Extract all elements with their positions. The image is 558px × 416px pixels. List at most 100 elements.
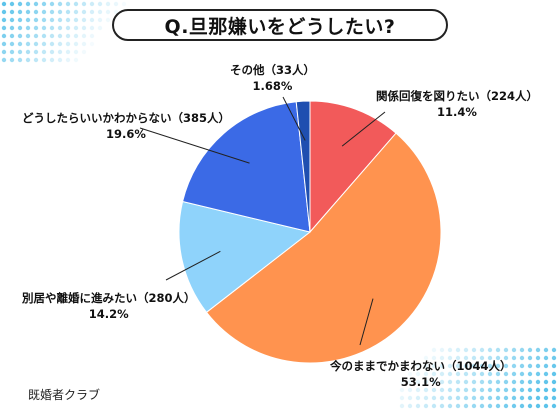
slice-label-percent: 1.68% <box>252 79 293 93</box>
decorative-dot <box>407 371 413 377</box>
decorative-dot <box>97 25 103 31</box>
decorative-dot <box>535 403 541 409</box>
decorative-dot <box>25 25 31 31</box>
decorative-dot <box>73 41 79 47</box>
decorative-dot <box>479 403 485 409</box>
pie-slice <box>309 100 397 234</box>
decorative-dot <box>551 355 557 361</box>
decorative-dot <box>527 387 533 393</box>
decorative-dot <box>527 379 533 385</box>
decorative-dot <box>1 25 7 31</box>
decorative-dot <box>17 1 23 7</box>
decorative-dot <box>17 41 23 47</box>
decorative-dot <box>73 49 79 55</box>
decorative-dot <box>399 387 405 393</box>
decorative-dot <box>97 9 103 15</box>
decorative-dot <box>33 49 39 55</box>
decorative-dot <box>41 25 47 31</box>
decorative-dot <box>81 49 87 55</box>
decorative-dot <box>519 371 525 377</box>
decorative-dot <box>447 363 453 369</box>
slice-label-separation-divorce: 別居や離婚に進みたい（280人） 14.2% <box>22 290 196 322</box>
decorative-dot <box>431 347 437 353</box>
slice-label-no-change: 今のままでかまわない（1044人） 53.1% <box>330 358 512 390</box>
decorative-dot <box>463 403 469 409</box>
decorative-dot <box>17 17 23 23</box>
decorative-dot <box>1 1 7 7</box>
decorative-dot <box>415 363 421 369</box>
decorative-dot <box>519 387 525 393</box>
decorative-dot <box>503 403 509 409</box>
decorative-dot <box>25 17 31 23</box>
decorative-dot <box>519 379 525 385</box>
decorative-dot <box>455 387 461 393</box>
decorative-dot <box>423 387 429 393</box>
decorative-dot <box>447 387 453 393</box>
slice-label-dont-know: どうしたらいいかわからない（385人） 19.6% <box>22 110 230 142</box>
decorative-dot <box>415 379 421 385</box>
decorative-dot <box>81 41 87 47</box>
decorative-dot <box>479 363 485 369</box>
decorative-dot <box>57 9 63 15</box>
decorative-dot <box>17 49 23 55</box>
decorative-dot <box>543 347 549 353</box>
decorative-dot <box>463 347 469 353</box>
decorative-dot <box>503 371 509 377</box>
decorative-dot <box>439 387 445 393</box>
decorative-dot <box>511 379 517 385</box>
brand-name: 既婚者クラブ <box>28 388 101 402</box>
decorative-dot <box>487 379 493 385</box>
decorative-dot <box>487 347 493 353</box>
decorative-dot <box>495 371 501 377</box>
decorative-dot <box>49 9 55 15</box>
decorative-dot <box>543 379 549 385</box>
decorative-dot <box>415 403 421 409</box>
pie-slice <box>178 200 312 314</box>
decorative-dot <box>487 363 493 369</box>
decorative-dot <box>447 347 453 353</box>
decorative-dot <box>503 363 509 369</box>
slice-label-name: 今のままでかまわない（1044人） <box>330 359 512 373</box>
decorative-dot <box>41 9 47 15</box>
decorative-dot <box>543 371 549 377</box>
decorative-dot <box>447 403 453 409</box>
decorative-dot <box>519 355 525 361</box>
decorative-dot <box>487 395 493 401</box>
decorative-dot <box>535 347 541 353</box>
decorative-dot <box>73 57 79 63</box>
decorative-dot <box>487 355 493 361</box>
decorative-dot <box>17 57 23 63</box>
decorative-dot <box>455 395 461 401</box>
decorative-dot <box>73 9 79 15</box>
decorative-dot <box>551 371 557 377</box>
decorative-dot <box>97 17 103 23</box>
decorative-dot <box>471 347 477 353</box>
decorative-dot <box>9 33 15 39</box>
decorative-dot <box>25 49 31 55</box>
decorative-dot <box>89 25 95 31</box>
decorative-dot <box>511 355 517 361</box>
decorative-dot <box>41 33 47 39</box>
leader-line <box>282 96 306 141</box>
decorative-dot <box>73 17 79 23</box>
decorative-dot <box>41 57 47 63</box>
decorative-dot <box>455 363 461 369</box>
decorative-dot <box>105 17 111 23</box>
decorative-dot <box>495 363 501 369</box>
decorative-dot <box>551 395 557 401</box>
decorative-dot <box>463 379 469 385</box>
decorative-dot <box>439 379 445 385</box>
decorative-dot <box>431 371 437 377</box>
decorative-dot <box>415 387 421 393</box>
decorative-dot <box>33 41 39 47</box>
decorative-dot <box>463 363 469 369</box>
decorative-dot <box>57 57 63 63</box>
decorative-dot <box>65 41 71 47</box>
decorative-dot <box>439 371 445 377</box>
decorative-dot <box>49 17 55 23</box>
decorative-dot <box>1 9 7 15</box>
decorative-dot <box>487 371 493 377</box>
decorative-dot <box>511 347 517 353</box>
decorative-dot <box>511 403 517 409</box>
